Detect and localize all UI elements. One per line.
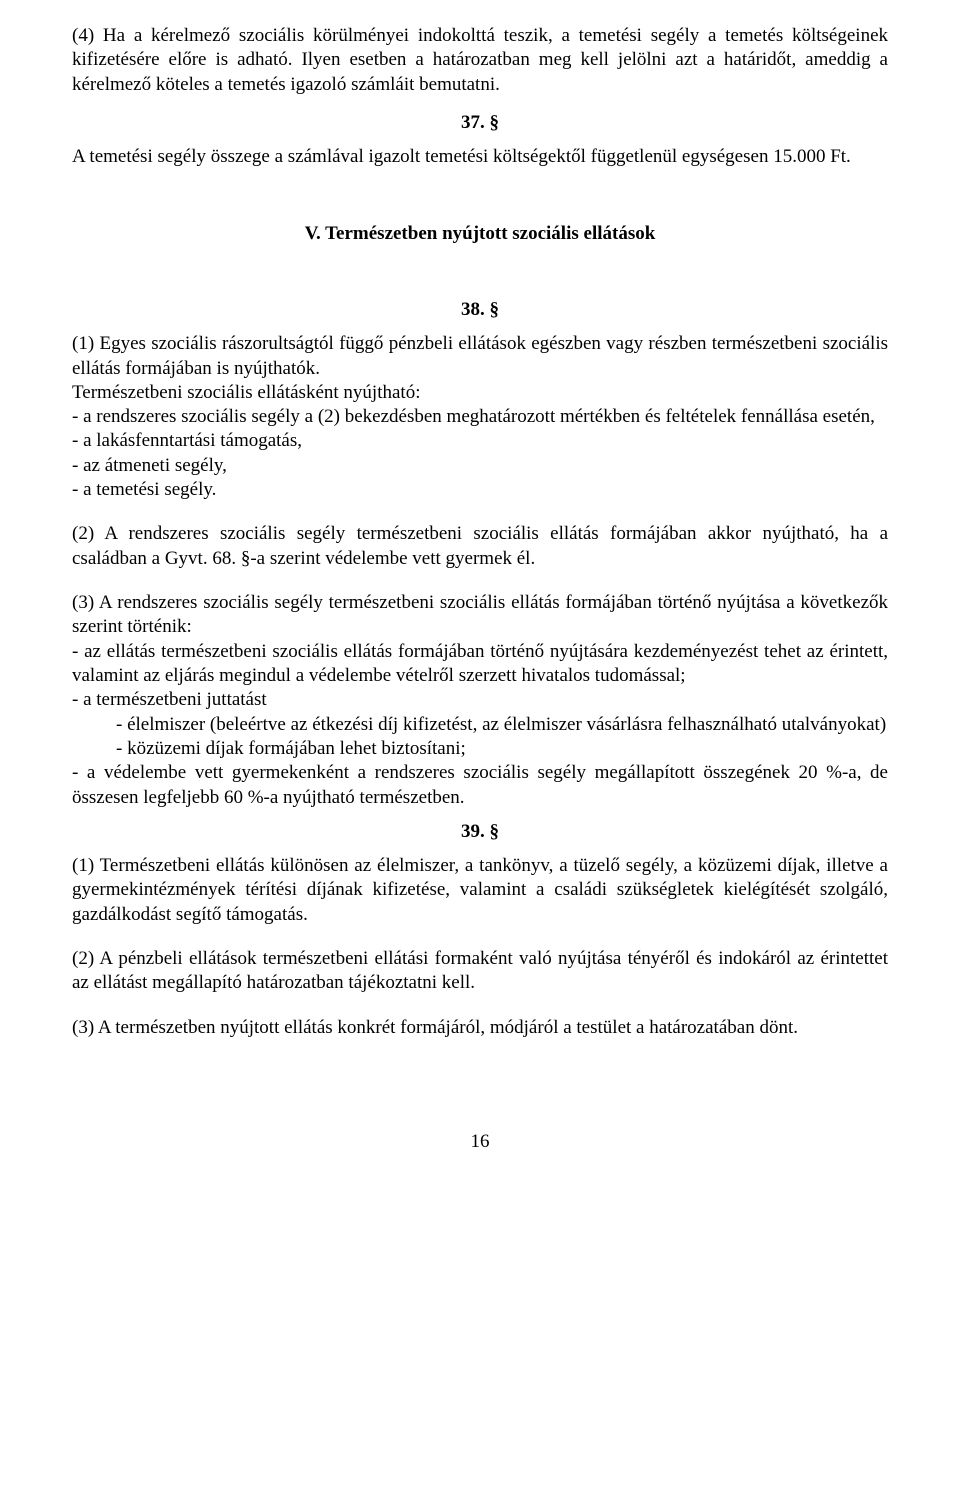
section-38-p1: (1) Egyes szociális rászorultságtól függ… — [72, 332, 888, 381]
section-38-p3-item-2: - a természetbeni juttatást — [72, 688, 888, 712]
section-38-list: Természetbeni szociális ellátásként nyúj… — [72, 381, 888, 503]
section-38-list-item-4: - a temetési segély. — [72, 478, 888, 502]
section-38-p2: (2) A rendszeres szociális segély termés… — [72, 522, 888, 571]
section-38-p3-item-1: - az ellátás természetbeni szociális ell… — [72, 640, 888, 689]
section-39-number: 39. § — [72, 820, 888, 844]
section-39-p1: (1) Természetbeni ellátás különösen az é… — [72, 854, 888, 927]
section-38-p3-intro: (3) A rendszeres szociális segély termés… — [72, 591, 888, 640]
section-38-p3-block: (3) A rendszeres szociális segély termés… — [72, 591, 888, 810]
section-37-number: 37. § — [72, 111, 888, 135]
section-38-list-item-2: - a lakásfenntartási támogatás, — [72, 429, 888, 453]
section-37-text: A temetési segély összege a számlával ig… — [72, 145, 888, 169]
section-39-p2: (2) A pénzbeli ellátások természetbeni e… — [72, 947, 888, 996]
section-38-p3-item-2a: - élelmiszer (beleértve az étkezési díj … — [72, 713, 888, 737]
section-38-p3-item-3: - a védelembe vett gyermekenként a rends… — [72, 761, 888, 810]
section-39-p3: (3) A természetben nyújtott ellátás konk… — [72, 1016, 888, 1040]
chapter-v-heading: V. Természetben nyújtott szociális ellát… — [72, 222, 888, 246]
section-38-list-intro: Természetbeni szociális ellátásként nyúj… — [72, 381, 888, 405]
paragraph-4: (4) Ha a kérelmező szociális körülményei… — [72, 24, 888, 97]
section-38-p3-item-2b: - közüzemi díjak formájában lehet biztos… — [72, 737, 888, 761]
page-number: 16 — [72, 1130, 888, 1154]
section-38-list-item-1: - a rendszeres szociális segély a (2) be… — [72, 405, 888, 429]
section-38-number: 38. § — [72, 298, 888, 322]
section-38-list-item-3: - az átmeneti segély, — [72, 454, 888, 478]
